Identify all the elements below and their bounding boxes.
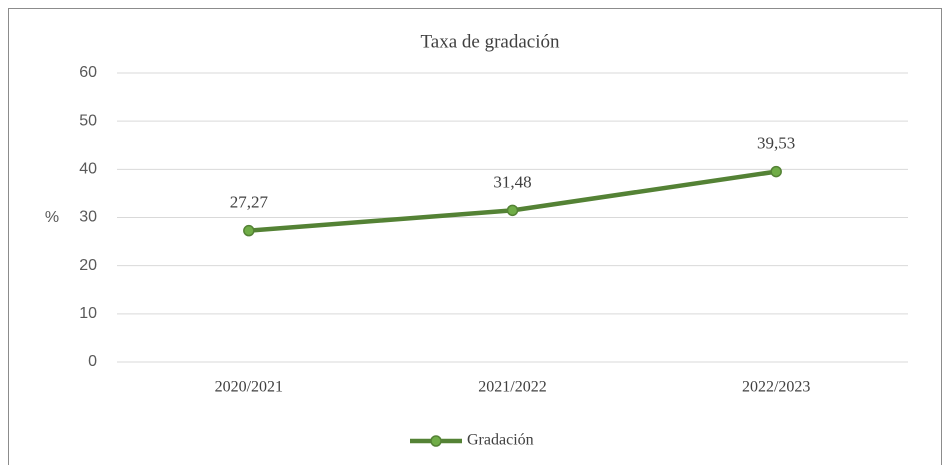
legend-label: Gradación <box>467 432 534 449</box>
x-tick-label: 2022/2023 <box>742 379 810 396</box>
y-tick-label: 20 <box>79 257 97 274</box>
data-label: 31,48 <box>493 172 531 191</box>
point <box>770 165 782 178</box>
y-tick-label: 10 <box>79 305 97 322</box>
y-tick-label: 30 <box>79 209 97 226</box>
y-tick-label: 50 <box>79 112 97 129</box>
data-label: 27,27 <box>230 193 269 212</box>
point <box>506 204 519 217</box>
point <box>243 224 255 237</box>
legend-marker <box>430 435 442 447</box>
y-tick-label: 0 <box>88 353 97 370</box>
x-tick-label: 2021/2022 <box>478 379 546 396</box>
chart-title: Taxa de gradación <box>421 31 560 52</box>
y-axis-label: % <box>45 209 59 226</box>
data-label: 39,53 <box>757 134 795 153</box>
chart-border <box>8 8 942 465</box>
y-tick-label: 60 <box>79 64 97 81</box>
y-tick-label: 40 <box>79 161 97 178</box>
x-tick-label: 2020/2021 <box>215 379 283 396</box>
